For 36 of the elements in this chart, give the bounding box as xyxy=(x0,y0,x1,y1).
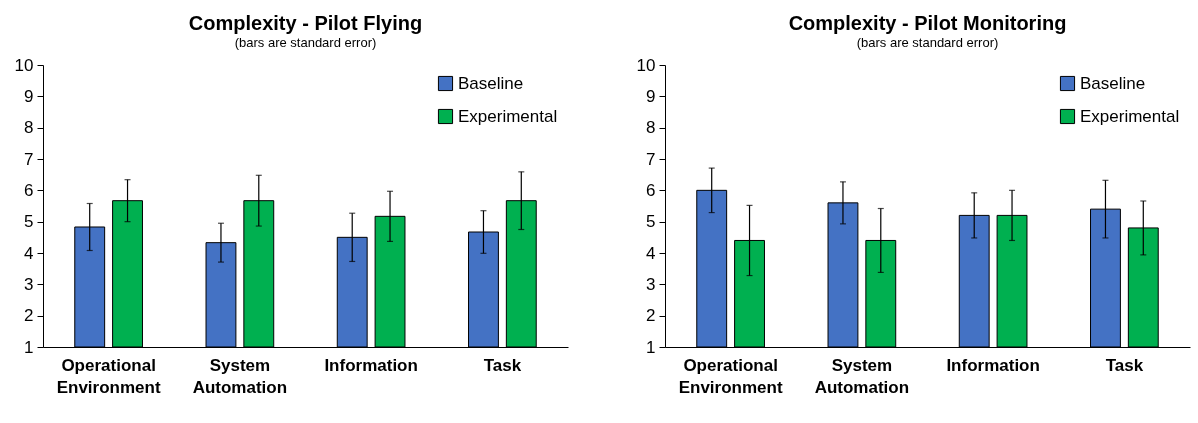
x-tick-label: Operational Environment xyxy=(56,355,161,397)
y-tick-label: 2 xyxy=(646,306,656,326)
x-tick-label: Task xyxy=(483,355,522,375)
y-tick-label: 6 xyxy=(646,180,656,200)
y-tick-label: 9 xyxy=(24,86,34,106)
x-tick-label: Information xyxy=(946,355,1040,375)
y-tick-label: 1 xyxy=(646,337,656,357)
chart-title: Complexity - Pilot Flying xyxy=(188,12,423,34)
chart-subtitle: (bars are standard error) xyxy=(234,35,377,50)
chart-subtitle: (bars are standard error) xyxy=(856,35,999,50)
y-tick-label: 5 xyxy=(24,212,34,232)
x-tick-label: System Automation xyxy=(814,355,910,397)
y-tick-label: 8 xyxy=(24,118,34,138)
y-tick-label: 8 xyxy=(646,118,656,138)
legend-label: Experimental xyxy=(1080,106,1180,126)
y-tick-label: 6 xyxy=(24,180,34,200)
chart-title: Complexity - Pilot Monitoring xyxy=(788,12,1067,34)
y-tick-label: 7 xyxy=(24,149,34,169)
legend-label: Baseline xyxy=(458,73,524,93)
y-tick-label: 3 xyxy=(646,274,656,294)
y-tick-label: 10 xyxy=(636,55,656,75)
y-tick-label: 4 xyxy=(24,243,34,263)
y-tick-label: 9 xyxy=(646,86,656,106)
y-tick-label: 4 xyxy=(646,243,656,263)
y-tick-label: 3 xyxy=(24,274,34,294)
y-tick-label: 2 xyxy=(24,306,34,326)
y-tick-label: 1 xyxy=(24,337,34,357)
x-tick-label: System Automation xyxy=(192,355,288,397)
x-tick-label: Operational Environment xyxy=(678,355,783,397)
x-tick-label: Information xyxy=(324,355,418,375)
y-tick-label: 7 xyxy=(646,149,656,169)
x-tick-label: Task xyxy=(1105,355,1144,375)
y-tick-label: 5 xyxy=(646,212,656,232)
y-tick-label: 10 xyxy=(14,55,34,75)
legend-label: Experimental xyxy=(458,106,558,126)
legend-label: Baseline xyxy=(1080,73,1146,93)
